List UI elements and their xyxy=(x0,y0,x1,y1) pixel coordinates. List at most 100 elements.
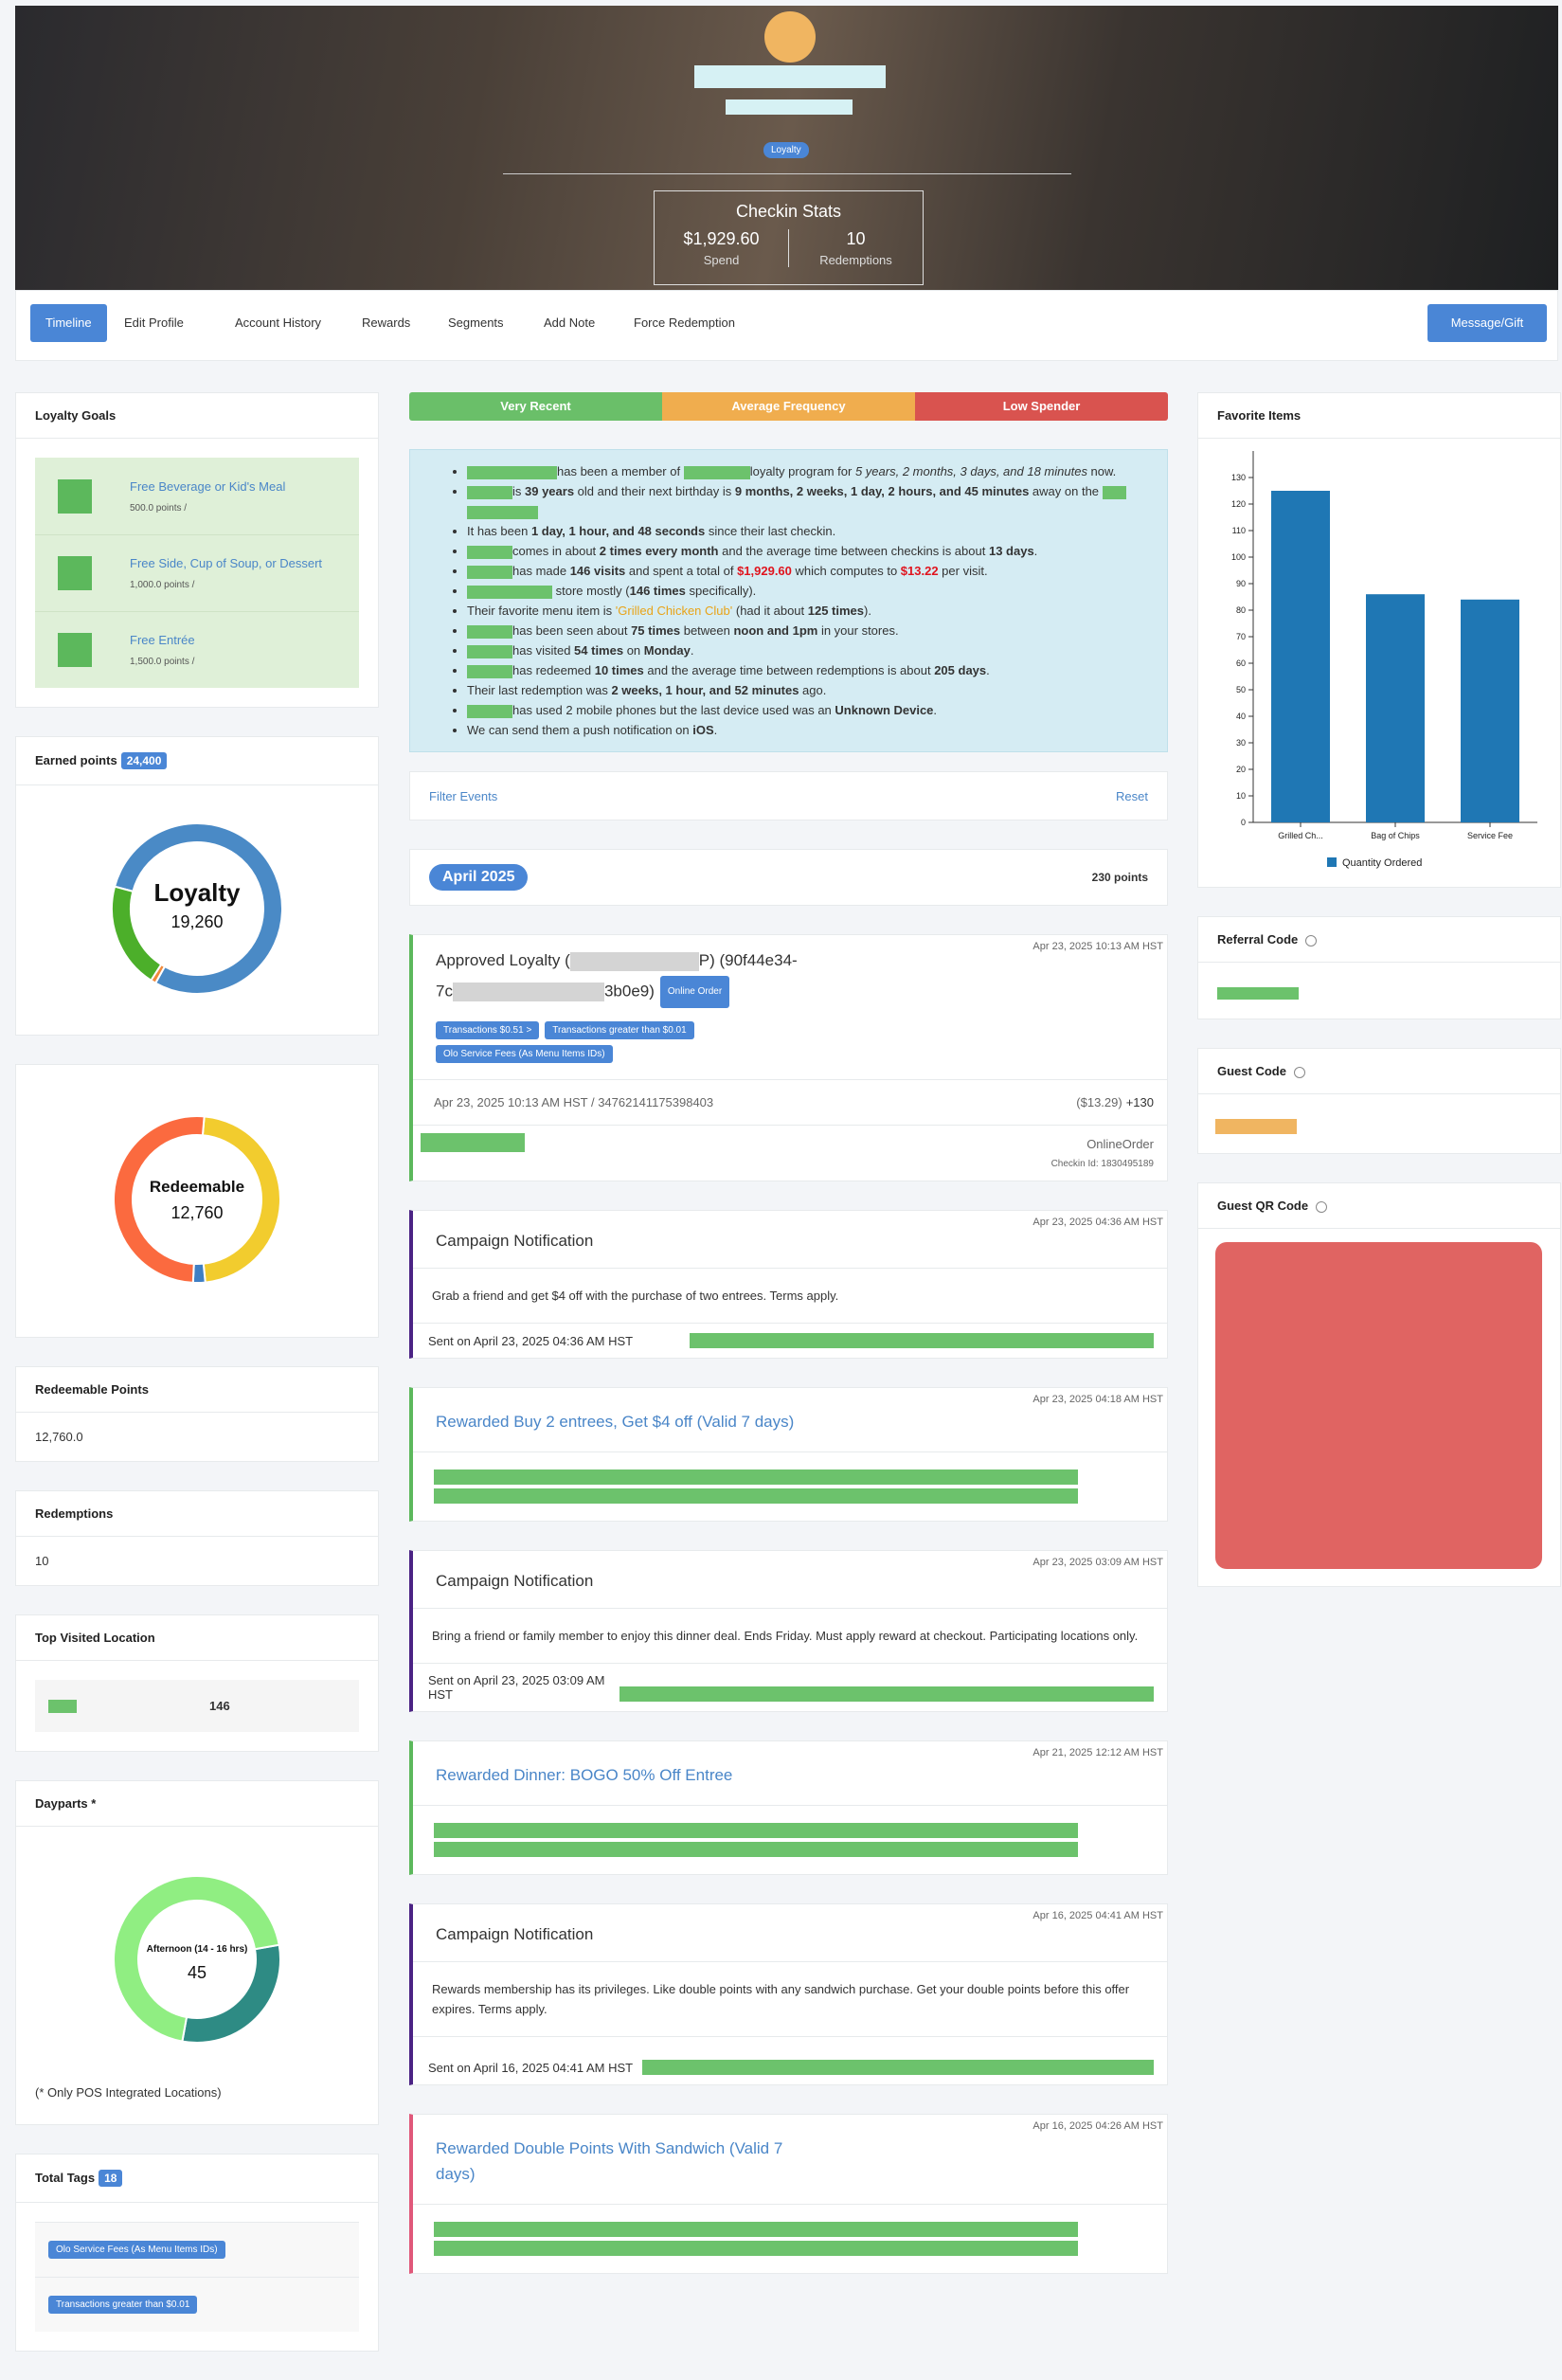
nav-tab[interactable]: Timeline xyxy=(30,304,107,342)
nav-tab[interactable]: Edit Profile xyxy=(124,316,184,330)
summary-item: It has been 1 day, 1 hour, and 48 second… xyxy=(467,521,1148,541)
goal-points: 500.0 points / xyxy=(130,502,188,514)
tag-row: Olo Service Fees (As Menu Items IDs) xyxy=(35,2222,359,2277)
y-tick-label: 80 xyxy=(1236,605,1246,615)
summary-text: has used 2 mobile phones but the last de… xyxy=(512,703,835,717)
summary-text: We can send them a push notification on xyxy=(467,723,693,737)
summary-emph: 146 times xyxy=(629,584,686,598)
redacted-bar xyxy=(434,2241,1078,2256)
event-time: Apr 23, 2025 10:13 AM HST xyxy=(1032,941,1163,952)
summary-emph: 205 days xyxy=(934,663,987,677)
donut-center-value: 45 xyxy=(188,1963,206,1982)
card: Referral Code xyxy=(1197,916,1561,1019)
summary-text: . xyxy=(713,723,718,737)
event-time: Apr 16, 2025 04:41 AM HST xyxy=(1032,1910,1163,1921)
donut-segment xyxy=(111,885,163,983)
summary-item: has visited 54 times on Monday. xyxy=(467,640,1148,660)
reset[interactable]: Reset xyxy=(1116,788,1148,803)
month-points: 230 points xyxy=(1091,871,1148,884)
donut-center-label: Afternoon (14 - 16 hrs) xyxy=(147,1944,248,1955)
event-title: Approved Loyalty (P) (90f44e34- 7c 3b0e9) O… xyxy=(413,935,1167,1019)
summary-text: It has been xyxy=(467,524,531,538)
event-tags: Transactions $0.51 > Transactions greater… xyxy=(413,1019,773,1079)
summary-item: has used 2 mobile phones but the last de… xyxy=(467,700,1148,720)
redacted-code xyxy=(1217,987,1299,1000)
card-body: Free Beverage or Kid's Meal 500.0 points … xyxy=(16,439,378,707)
message-gift-button[interactable]: Message/Gift xyxy=(1427,304,1547,342)
donut-center-value: 12,760 xyxy=(171,1203,223,1222)
goal-name: Free Entrée xyxy=(130,633,195,647)
detail: Apr 23, 2025 10:13 AM HST / 347621411753… xyxy=(434,1095,714,1109)
summary-text: store mostly ( xyxy=(552,584,630,598)
redacted xyxy=(452,983,604,1001)
summary-text: has redeemed xyxy=(512,663,595,677)
summary-text: per visit. xyxy=(938,564,988,578)
summary-emph: Unknown Device xyxy=(835,703,934,717)
event-footer: Sent on April 16, 2025 04:41 AM HST xyxy=(413,2036,1167,2084)
redacted-bar xyxy=(619,1686,1154,1702)
card: Guest Code xyxy=(1197,1048,1561,1154)
nav-tab[interactable]: Force Redemption xyxy=(634,316,735,330)
stats-row: $1,929.60 Spend 10 Redemptions xyxy=(655,229,923,267)
card-header: Earned points 24,400 xyxy=(16,737,378,784)
donut-wrap: Redeemable 12,760 xyxy=(16,1076,378,1325)
summary-item: comes in about 2 times every month and t… xyxy=(467,541,1148,561)
stat-label: Spend xyxy=(703,253,740,267)
goals-list: Free Beverage or Kid's Meal 500.0 points … xyxy=(35,458,359,688)
card: Redeemable Points 12,760.0 xyxy=(15,1366,379,1462)
redacted-bar xyxy=(434,2222,1078,2237)
tag: Transactions greater than $0.01 xyxy=(545,1021,694,1039)
summary-text: is xyxy=(512,484,525,498)
summary-emph: noon and 1pm xyxy=(733,623,818,638)
donut-segment xyxy=(113,1115,206,1284)
goal-icon xyxy=(58,556,92,590)
filter-events[interactable]: Filter Events xyxy=(429,788,498,803)
stat-value: 10 xyxy=(846,229,866,248)
event-time: Apr 21, 2025 12:12 AM HST xyxy=(1032,1747,1163,1758)
summary-list: has been a member of loyalty program for… xyxy=(448,461,1148,740)
tag: Olo Service Fees (As Menu Items IDs) xyxy=(436,1045,613,1063)
summary-text: and spent a total of xyxy=(625,564,738,578)
donut-chart: Redeemable 12,760 xyxy=(113,1115,281,1284)
goal-icon xyxy=(58,478,92,514)
summary-emph: 1 day, 1 hour, and 48 seconds xyxy=(530,524,706,538)
dayparts-note: (* Only POS Integrated Locations) xyxy=(35,2085,222,2100)
page: Loyalty Checkin Stats $1,929.60 Spend 10 Re… xyxy=(0,0,1562,2224)
event-body: Grab a friend and get $4 off with the pu… xyxy=(413,1268,1167,1323)
summary-text: has visited xyxy=(512,643,575,658)
redacted-bar xyxy=(434,1488,1078,1504)
summary-text: specifically). xyxy=(685,584,757,598)
card: Redemptions 10 xyxy=(15,1490,379,1586)
card-header: Dayparts * xyxy=(16,1781,378,1827)
event-title: Rewarded Dinner: BOGO 50% Off Entree xyxy=(436,1766,733,1784)
event-footer: Sent on April 23, 2025 04:36 AM HST xyxy=(413,1323,1167,1358)
summary-emph: 10 times xyxy=(594,663,644,677)
card: Loyalty Goals Free Beverage or Kid's Meal… xyxy=(15,392,379,708)
timeline-event: Apr 23, 2025 04:36 AM HST Campaign Notifi… xyxy=(409,1210,1168,1359)
earned-badge: 24,400 xyxy=(120,752,168,769)
nav-tab[interactable]: Segments xyxy=(448,316,504,330)
nav-tab[interactable]: Rewards xyxy=(362,316,411,330)
card-header: Total Tags 18 xyxy=(16,2155,378,2203)
event-title: Campaign Notification xyxy=(436,1925,594,1943)
card-title: Loyalty Goals xyxy=(35,408,117,423)
y-tick-label: 20 xyxy=(1236,765,1246,774)
nav-tab[interactable]: Account History xyxy=(235,316,322,330)
nav-tab[interactable]: Add Note xyxy=(544,316,596,330)
summary-emph: iOS xyxy=(692,723,714,737)
donut-chart: Afternoon (14 - 16 hrs) 45 xyxy=(113,1875,281,2044)
x-tick-label: Service Fee xyxy=(1467,831,1513,840)
redacted xyxy=(467,704,512,718)
card-header: Top Visited Location xyxy=(16,1615,378,1661)
redacted xyxy=(467,545,512,559)
donut-segment xyxy=(181,1943,281,2044)
sent: Sent on April 23, 2025 03:09 AM HST xyxy=(428,1673,605,1702)
summary-text: . xyxy=(1033,544,1038,558)
summary-emph: 5 years, 2 months, 3 days, and 18 minute… xyxy=(854,464,1087,478)
divider xyxy=(503,173,1071,174)
summary-text: (had it about xyxy=(732,604,808,618)
card-title: Redemptions xyxy=(35,1506,114,1521)
event-body: Rewards membership has its privileges. L… xyxy=(413,1961,1167,2036)
checkin-stats: Checkin Stats $1,929.60 Spend 10 Redemption… xyxy=(654,190,924,285)
redacted xyxy=(467,485,512,499)
